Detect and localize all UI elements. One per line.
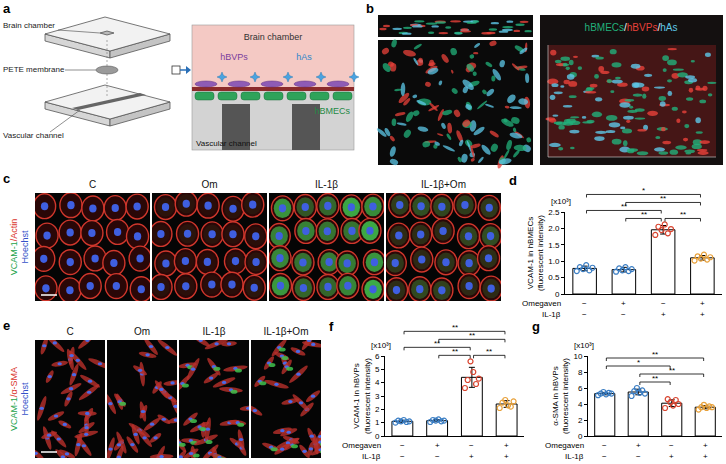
- svg-text:10: 10: [573, 352, 582, 361]
- svg-text:g: g: [532, 319, 540, 334]
- svg-text:Omegaven: Omegaven: [545, 441, 584, 450]
- svg-text:**: **: [652, 350, 658, 359]
- svg-text:α-SMA in hBVPs(fluorescent int: α-SMA in hBVPs(fluorescent intensity): [551, 358, 570, 434]
- svg-text:Hoechst: Hoechst: [20, 230, 30, 264]
- svg-text:Om: Om: [201, 179, 217, 190]
- svg-text:1.0: 1.0: [548, 257, 560, 266]
- svg-text:2.0: 2.0: [548, 224, 560, 233]
- svg-text:+: +: [435, 441, 440, 450]
- svg-text:**: **: [452, 347, 458, 356]
- svg-text:IL-1β+Om: IL-1β+Om: [421, 179, 466, 190]
- svg-text:[x10³]: [x10³]: [551, 197, 571, 206]
- svg-text:6: 6: [578, 384, 583, 393]
- svg-text:C: C: [66, 326, 73, 337]
- svg-text:**: **: [621, 202, 627, 211]
- svg-text:c: c: [3, 171, 10, 186]
- svg-text:**: **: [469, 331, 475, 340]
- svg-text:1.5: 1.5: [548, 241, 560, 250]
- svg-text:IL-1β: IL-1β: [565, 452, 584, 461]
- svg-text:−: −: [469, 441, 474, 450]
- svg-text:2: 2: [578, 416, 583, 425]
- svg-text:Om: Om: [134, 326, 150, 337]
- svg-text:VCAM-1/α-SMA: VCAM-1/α-SMA: [9, 367, 19, 431]
- svg-text:**: **: [641, 210, 647, 219]
- svg-text:+: +: [700, 310, 705, 319]
- svg-text:IL-1β: IL-1β: [362, 452, 381, 461]
- svg-text:Brain chamber: Brain chamber: [3, 21, 55, 30]
- svg-text:b: b: [366, 1, 374, 16]
- svg-text:IL-1β: IL-1β: [203, 326, 226, 337]
- svg-text:4: 4: [375, 378, 380, 387]
- svg-text:Omegaven: Omegaven: [342, 441, 381, 450]
- svg-text:VCAM-1/Actin: VCAM-1/Actin: [9, 219, 19, 276]
- svg-text:**: **: [652, 374, 658, 383]
- svg-text:**: **: [680, 210, 686, 219]
- svg-text:5: 5: [375, 365, 380, 374]
- svg-text:hBVPs: hBVPs: [220, 52, 248, 62]
- svg-text:+: +: [504, 441, 509, 450]
- svg-text:d: d: [509, 173, 517, 188]
- svg-text:[x10³]: [x10³]: [371, 341, 391, 350]
- svg-text:Brain chamber: Brain chamber: [244, 32, 303, 42]
- svg-text:+: +: [636, 441, 641, 450]
- svg-text:1: 1: [375, 418, 380, 427]
- svg-text:2.5: 2.5: [548, 208, 560, 217]
- svg-text:−: −: [582, 299, 587, 308]
- svg-text:**: **: [434, 339, 440, 348]
- svg-text:0: 0: [555, 290, 560, 299]
- svg-text:PETE membrane: PETE membrane: [3, 65, 65, 74]
- svg-text:4: 4: [578, 400, 583, 409]
- svg-text:0: 0: [578, 432, 583, 441]
- svg-text:VCAM-1 in hBMECs(fluorescent i: VCAM-1 in hBMECs(fluorescent intensity): [526, 215, 545, 291]
- svg-text:0: 0: [375, 432, 380, 441]
- svg-text:**: **: [660, 194, 666, 203]
- svg-text:+: +: [621, 299, 626, 308]
- svg-text:e: e: [3, 318, 10, 333]
- svg-text:8: 8: [578, 368, 583, 377]
- svg-text:**: **: [486, 347, 492, 356]
- svg-text:−: −: [400, 452, 405, 461]
- svg-text:−: −: [582, 310, 587, 319]
- svg-text:2: 2: [375, 405, 380, 414]
- svg-text:IL-1β: IL-1β: [542, 310, 561, 319]
- svg-text:Omegaven: Omegaven: [522, 299, 561, 308]
- svg-text:−: −: [621, 310, 626, 319]
- svg-text:*: *: [642, 186, 645, 195]
- svg-text:IL-1β: IL-1β: [315, 179, 338, 190]
- svg-text:VCAM-1 in hBVPs(fluorescent in: VCAM-1 in hBVPs(fluorescent intensity): [352, 358, 371, 434]
- svg-text:a: a: [3, 1, 11, 16]
- svg-text:IL-1β+Om: IL-1β+Om: [264, 326, 309, 337]
- svg-text:−: −: [602, 452, 607, 461]
- svg-text:−: −: [661, 299, 666, 308]
- svg-text:+: +: [700, 299, 705, 308]
- svg-text:**: **: [669, 366, 675, 375]
- svg-text:*: *: [637, 358, 640, 367]
- svg-text:hBMECs: hBMECs: [314, 106, 350, 116]
- svg-text:hAs: hAs: [296, 52, 312, 62]
- svg-text:f: f: [329, 319, 334, 334]
- svg-text:+: +: [703, 441, 708, 450]
- svg-text:−: −: [435, 452, 440, 461]
- svg-text:C: C: [89, 179, 96, 190]
- svg-text:6: 6: [375, 352, 380, 361]
- svg-text:−: −: [669, 441, 674, 450]
- svg-text:+: +: [669, 452, 674, 461]
- svg-text:−: −: [602, 441, 607, 450]
- svg-text:−: −: [636, 452, 641, 461]
- svg-text:+: +: [703, 452, 708, 461]
- svg-text:Vascular channel: Vascular channel: [3, 131, 64, 140]
- svg-text:Hoechst: Hoechst: [20, 382, 30, 416]
- svg-text:Vascular channel: Vascular channel: [196, 139, 257, 148]
- svg-text:3: 3: [375, 392, 380, 401]
- svg-text:**: **: [452, 323, 458, 332]
- svg-text:[x10³]: [x10³]: [574, 341, 594, 350]
- svg-text:+: +: [661, 310, 666, 319]
- svg-text:−: −: [400, 441, 405, 450]
- svg-text:+: +: [504, 452, 509, 461]
- svg-text:hBMECs/hBVPs/hAs: hBMECs/hBVPs/hAs: [585, 22, 678, 33]
- svg-text:+: +: [469, 452, 474, 461]
- svg-text:0.5: 0.5: [548, 273, 560, 282]
